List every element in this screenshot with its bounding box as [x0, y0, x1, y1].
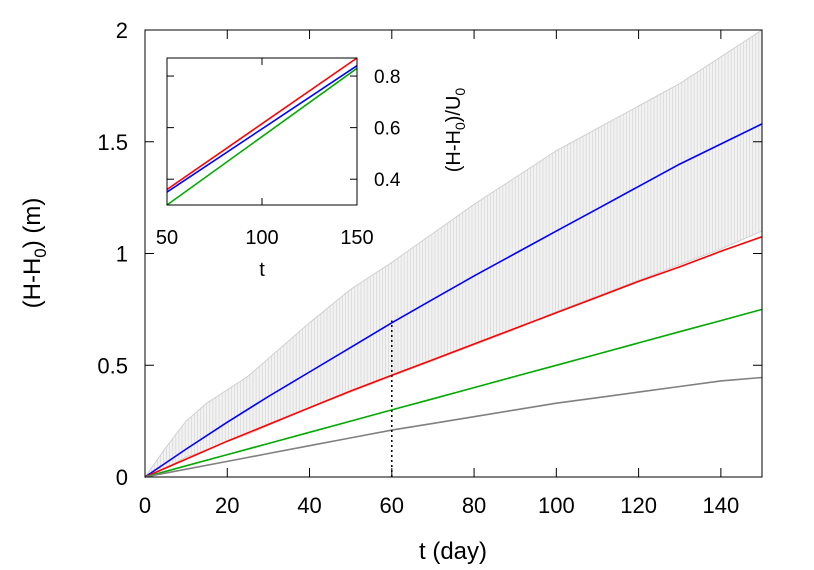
- x-tick-label: 140: [703, 493, 740, 518]
- x-tick-label: 120: [620, 493, 657, 518]
- main-series-line-2: [144, 308, 763, 478]
- inset-x-axis-label: t: [259, 259, 265, 281]
- inset-series-line-1: [166, 65, 358, 193]
- inset-background: [167, 58, 357, 205]
- inset-axis-ticks: 50 100 150 0.4 0.6 0.8: [156, 58, 401, 249]
- uncertainty-band: [143, 29, 763, 479]
- inset-plot: 50 100 150 0.4 0.6 0.8 t (H-H0)/U0: [156, 57, 468, 281]
- inset-y-tick-label: 0.4: [374, 170, 401, 191]
- x-tick-label: 100: [538, 493, 575, 518]
- main-series-line-3: [144, 376, 763, 478]
- y-tick-label: 1: [116, 242, 128, 267]
- inset-x-tick-label: 50: [156, 227, 178, 249]
- main-series-line-1: [144, 235, 763, 478]
- y-tick-label: 0.5: [97, 353, 128, 378]
- x-tick-label: 60: [380, 493, 404, 518]
- x-tick-label: 20: [215, 493, 239, 518]
- inset-x-tick-label: 100: [245, 227, 278, 249]
- inset-y-axis-label: (H-H0)/U0: [443, 88, 468, 173]
- inset-series-line-0: [166, 57, 358, 191]
- inset-y-tick-label: 0.8: [374, 67, 400, 88]
- main-plot: 0 20 40 60 80 100 120 140 0 0.5 1 1.5 2 t (day) (H-H…: [19, 18, 763, 565]
- main-axis-ticks: 0 20 40 60 80 100 120 140 0 0.5 1 1.5 2: [97, 18, 762, 518]
- x-tick-label: 40: [297, 493, 321, 518]
- x-tick-label: 80: [462, 493, 486, 518]
- inset-series-group: [166, 57, 358, 206]
- main-y-axis-label: (H-H0) (m): [19, 198, 50, 309]
- y-tick-label: 2: [116, 18, 128, 43]
- inset-series-line-2: [166, 67, 358, 206]
- y-tick-label: 1.5: [97, 130, 128, 155]
- main-x-axis-label: t (day): [419, 538, 487, 565]
- y-tick-label: 0: [116, 465, 128, 490]
- x-tick-label: 0: [139, 493, 151, 518]
- inset-y-tick-label: 0.6: [374, 119, 400, 140]
- main-series-group: [144, 123, 763, 478]
- inset-x-tick-label: 150: [340, 227, 373, 249]
- main-series-line-0: [144, 123, 763, 478]
